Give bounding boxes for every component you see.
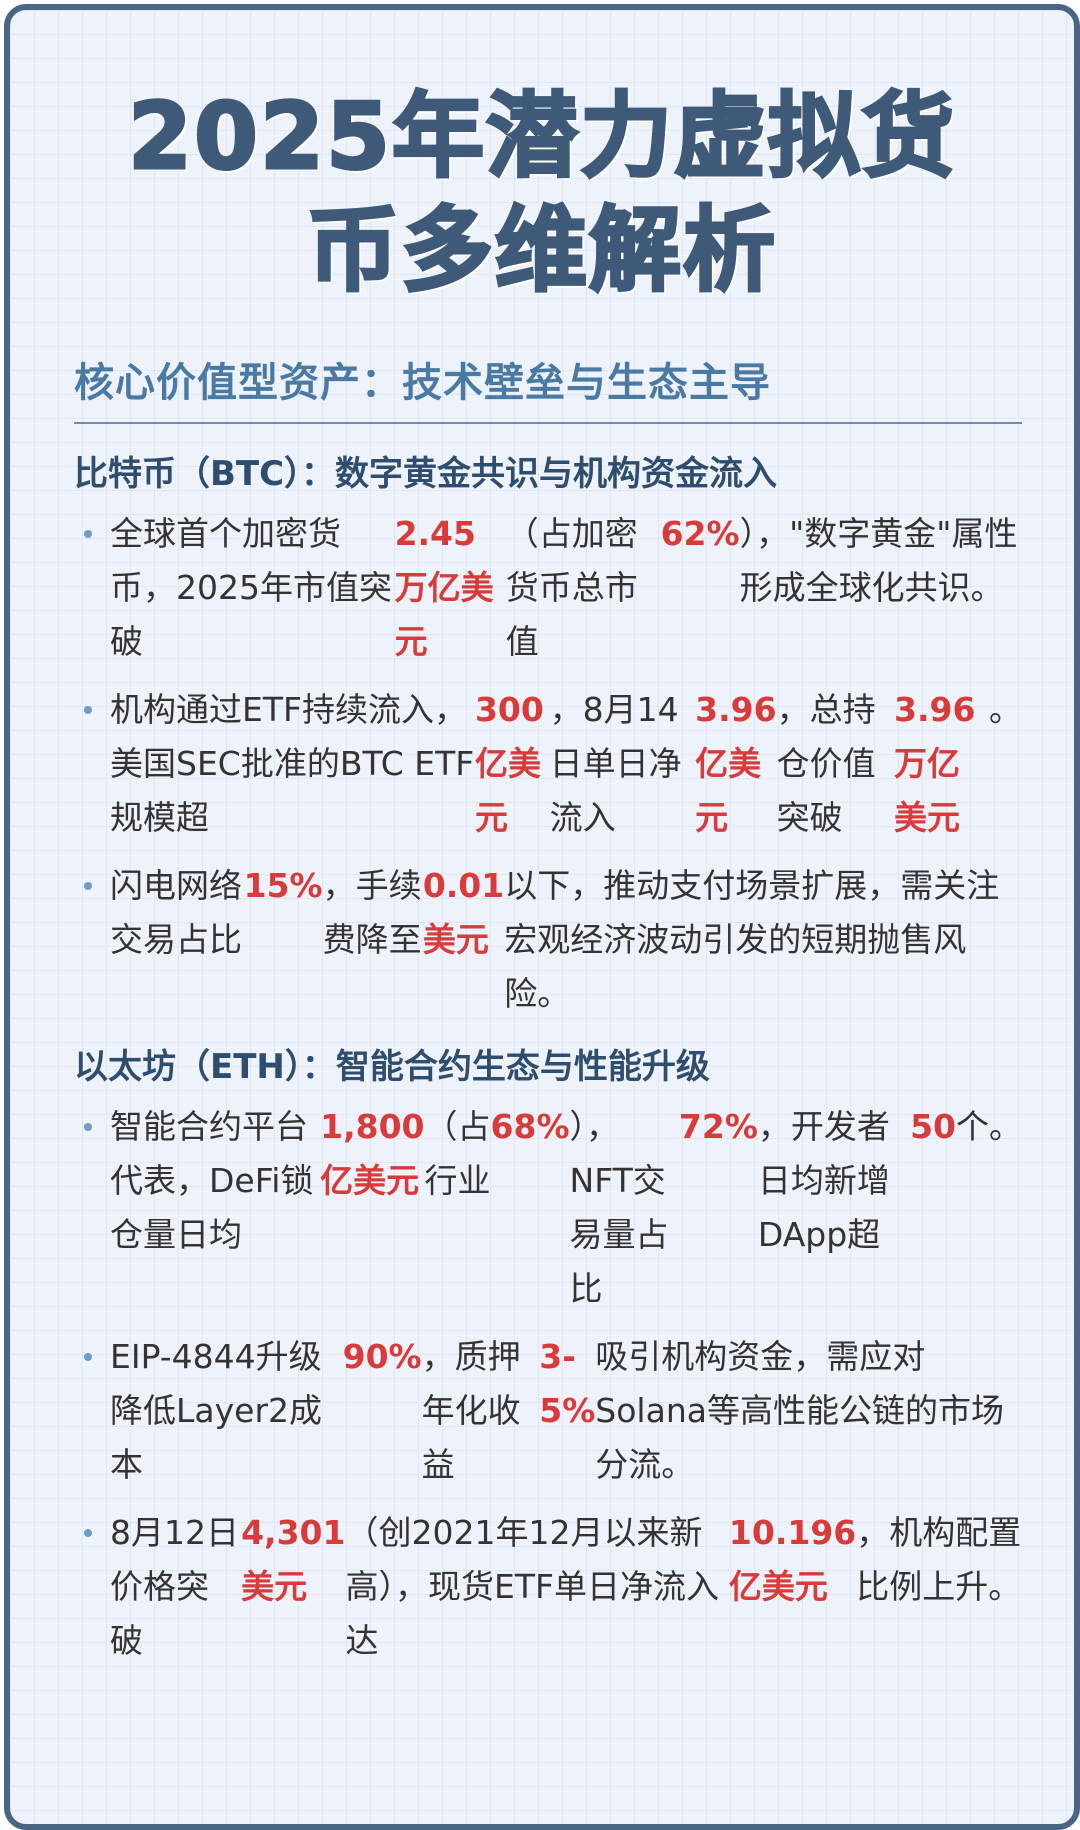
highlight-text: 15% <box>243 866 323 905</box>
highlight-text: 4,301美元 <box>241 1513 346 1606</box>
group: 比特币（BTC）：数字黄金共识与机构资金流入全球首个加密货币，2025年市值突破… <box>74 446 1022 1021</box>
item-text: 8月12日价格突破 <box>110 1513 239 1660</box>
item-text: ），NFT交易量占比 <box>569 1107 669 1308</box>
item-text: （创2021年12月以来新高），现货ETF单日净流入达 <box>345 1513 719 1660</box>
bullet-item: EIP-4844升级降低Layer2成本 90% ，质押年化收益 3-5% 吸引机构资金… <box>74 1330 1022 1492</box>
group-heading: 以太坊（ETH）：智能合约生态与性能升级 <box>74 1047 710 1087</box>
bullet-item: 8月12日价格突破 4,301美元 （创2021年12月以来新高），现货ETF单日净… <box>74 1506 1022 1668</box>
item-text: ，总持仓价值突破 <box>776 690 876 837</box>
bullet-item: 全球首个加密货币，2025年市值突破 2.45万亿美元 （占加密货币总市值 62%），… <box>74 507 1022 669</box>
group: 以太坊（ETH）：智能合约生态与性能升级智能合约平台代表，DeFi锁仓量日均 1,… <box>74 1039 1022 1668</box>
item-text: （占行业 <box>424 1107 491 1200</box>
item-text: 全球首个加密货币，2025年市值突破 <box>110 514 392 661</box>
title: 2025年潜力虚拟货 币多维解析 <box>10 80 1074 308</box>
highlight-text: 3.96亿美元 <box>695 690 777 837</box>
item-text: 。 <box>989 690 1023 729</box>
item-text: （占加密货币总市值 <box>505 514 638 661</box>
highlight-text: 90% <box>342 1337 422 1376</box>
highlight-text: 3-5% <box>539 1337 596 1430</box>
highlight-text: 10.196亿美元 <box>728 1513 857 1606</box>
frame: 2025年潜力虚拟货 币多维解析 核心价值型资产：技术壁垒与生态主导 比特币（B… <box>4 4 1080 1830</box>
item-text: 闪电网络交易占比 <box>110 866 242 959</box>
highlight-text: 300亿美元 <box>474 690 544 837</box>
item-text: ，机构配置比例上升。 <box>856 1513 1022 1606</box>
highlight-text: 68% <box>490 1107 570 1146</box>
item-text: 以下，推动支付场景扩展，需关注宏观经济波动引发的短期抛售风险。 <box>504 866 1000 1013</box>
highlight-text: 50 <box>910 1107 956 1146</box>
content: 核心价值型资产：技术壁垒与生态主导 比特币（BTC）：数字黄金共识与机构资金流入… <box>74 350 1022 1686</box>
item-text: 个。 <box>956 1107 1022 1146</box>
bullet-item: 闪电网络交易占比 15% ，手续费降至 0.01美元 以下，推动支付场景扩展，需关注宏观… <box>74 859 1022 1021</box>
highlight-text: 0.01美元 <box>422 866 505 959</box>
bullet-item: 智能合约平台代表，DeFi锁仓量日均 1,800亿美元 （占行业 68% ），NFT交易… <box>74 1100 1022 1316</box>
item-text: ，8月14日单日净流入 <box>549 690 682 837</box>
item-text: ，质押年化收益 <box>421 1337 521 1484</box>
item-text: 机构通过ETF持续流入，美国SEC批准的BTC ETF规模超 <box>110 690 475 837</box>
highlight-text: 3.96万亿美元 <box>894 690 976 837</box>
highlight-text: 1,800亿美元 <box>320 1107 425 1200</box>
bullet-item: 机构通过ETF持续流入，美国SEC批准的BTC ETF规模超 300亿美元 ，8月1… <box>74 683 1022 845</box>
item-text: 智能合约平台代表，DeFi锁仓量日均 <box>110 1107 314 1254</box>
section-heading: 核心价值型资产：技术壁垒与生态主导 <box>74 350 1022 424</box>
title-line: 2025年潜力虚拟货 <box>126 82 957 192</box>
title-line: 币多维解析 <box>305 196 777 306</box>
group-heading: 比特币（BTC）：数字黄金共识与机构资金流入 <box>74 454 778 494</box>
highlight-text: 72% <box>678 1107 758 1146</box>
item-text: 吸引机构资金，需应对Solana等高性能公链的市场分流。 <box>595 1337 1004 1484</box>
item-text: ），"数字黄金"属性形成全球化共识。 <box>739 514 1018 607</box>
item-text: ，开发者日均新增DApp超 <box>757 1107 890 1254</box>
highlight-text: 2.45万亿美元 <box>394 514 494 661</box>
highlight-text: 62% <box>660 514 740 553</box>
item-text: EIP-4844升级降低Layer2成本 <box>110 1337 323 1484</box>
item-text: ，手续费降至 <box>322 866 422 959</box>
